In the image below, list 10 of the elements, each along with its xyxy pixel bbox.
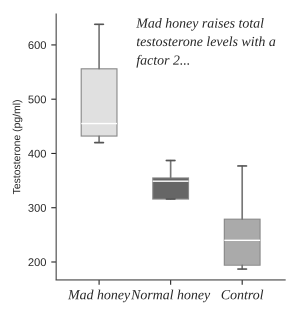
y-tick-label: 600 [28, 41, 46, 50]
x-tick-label: Control [222, 290, 264, 300]
y-tick-label: 200 [28, 258, 46, 266]
x-tick-label: Normal honey [130, 290, 210, 302]
y-tick-label: 300 [28, 204, 46, 212]
y-axis-title: Testosterone (pg/ml) [12, 100, 22, 194]
annotation: Mad honey raises total testosterone levels with a factor 2... [136, 18, 276, 68]
y-tick-label: 400 [28, 150, 46, 158]
y-tick-label: 500 [28, 95, 46, 104]
x-tick-label: Mad honey [68, 290, 130, 302]
